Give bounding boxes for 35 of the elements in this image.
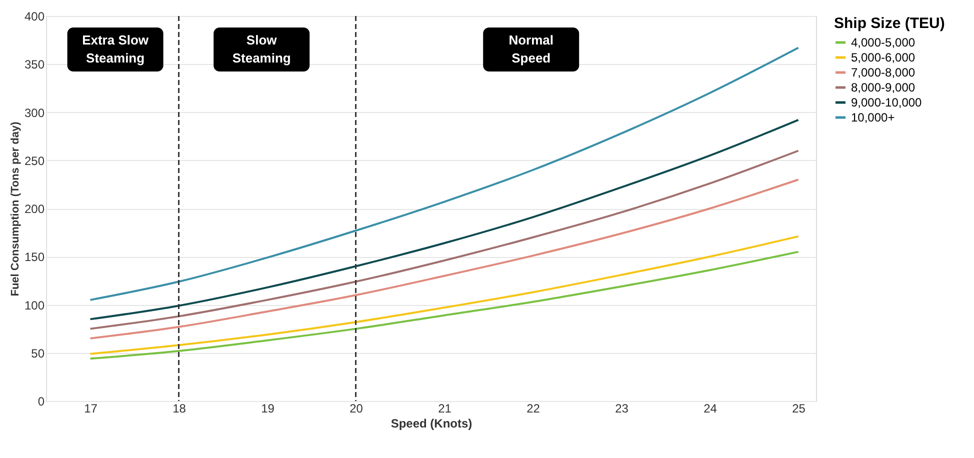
y-tick-label: 350: [24, 58, 45, 72]
legend-label: 10,000+: [851, 110, 895, 124]
legend-label: 5,000-6,000: [851, 50, 916, 64]
y-tick-label: 0: [38, 394, 45, 408]
x-tick-label: 18: [172, 402, 186, 416]
line-series: [89, 235, 800, 355]
y-axis-title: Fuel Consumption (Tons per day): [9, 121, 22, 296]
legend-label: 9,000-10,000: [851, 96, 922, 110]
x-tick-label: 25: [792, 402, 806, 416]
x-tick-label: 19: [261, 402, 275, 416]
legend-label: 4,000-5,000: [851, 36, 916, 50]
y-tick-label: 150: [24, 250, 45, 264]
x-axis-title: Speed (Knots): [390, 416, 472, 430]
line-series: [89, 250, 800, 360]
x-tick-label: 24: [704, 402, 718, 416]
line-series: [89, 150, 800, 330]
annotation: Extra Slow Steaming: [82, 32, 150, 66]
legend-title: Ship Size (TEU): [834, 15, 945, 32]
line-series: [89, 118, 800, 320]
x-tick-label: 22: [526, 402, 540, 416]
y-tick-label: 200: [24, 202, 45, 216]
line-series: [89, 178, 800, 340]
annotation: Normal Speed: [508, 32, 554, 66]
y-tick-label: 250: [24, 154, 45, 168]
annotation: Slow Steaming: [232, 32, 291, 66]
y-tick-label: 50: [31, 346, 45, 360]
y-tick-label: 100: [24, 298, 45, 312]
x-tick-label: 21: [438, 402, 452, 416]
x-tick-label: 23: [615, 402, 629, 416]
x-tick-label: 17: [84, 402, 98, 416]
legend-label: 8,000-9,000: [851, 80, 916, 94]
y-tick-label: 300: [24, 106, 45, 120]
legend-label: 7,000-8,000: [851, 66, 916, 80]
x-tick-label: 20: [350, 402, 364, 416]
y-tick-label: 400: [24, 10, 45, 24]
